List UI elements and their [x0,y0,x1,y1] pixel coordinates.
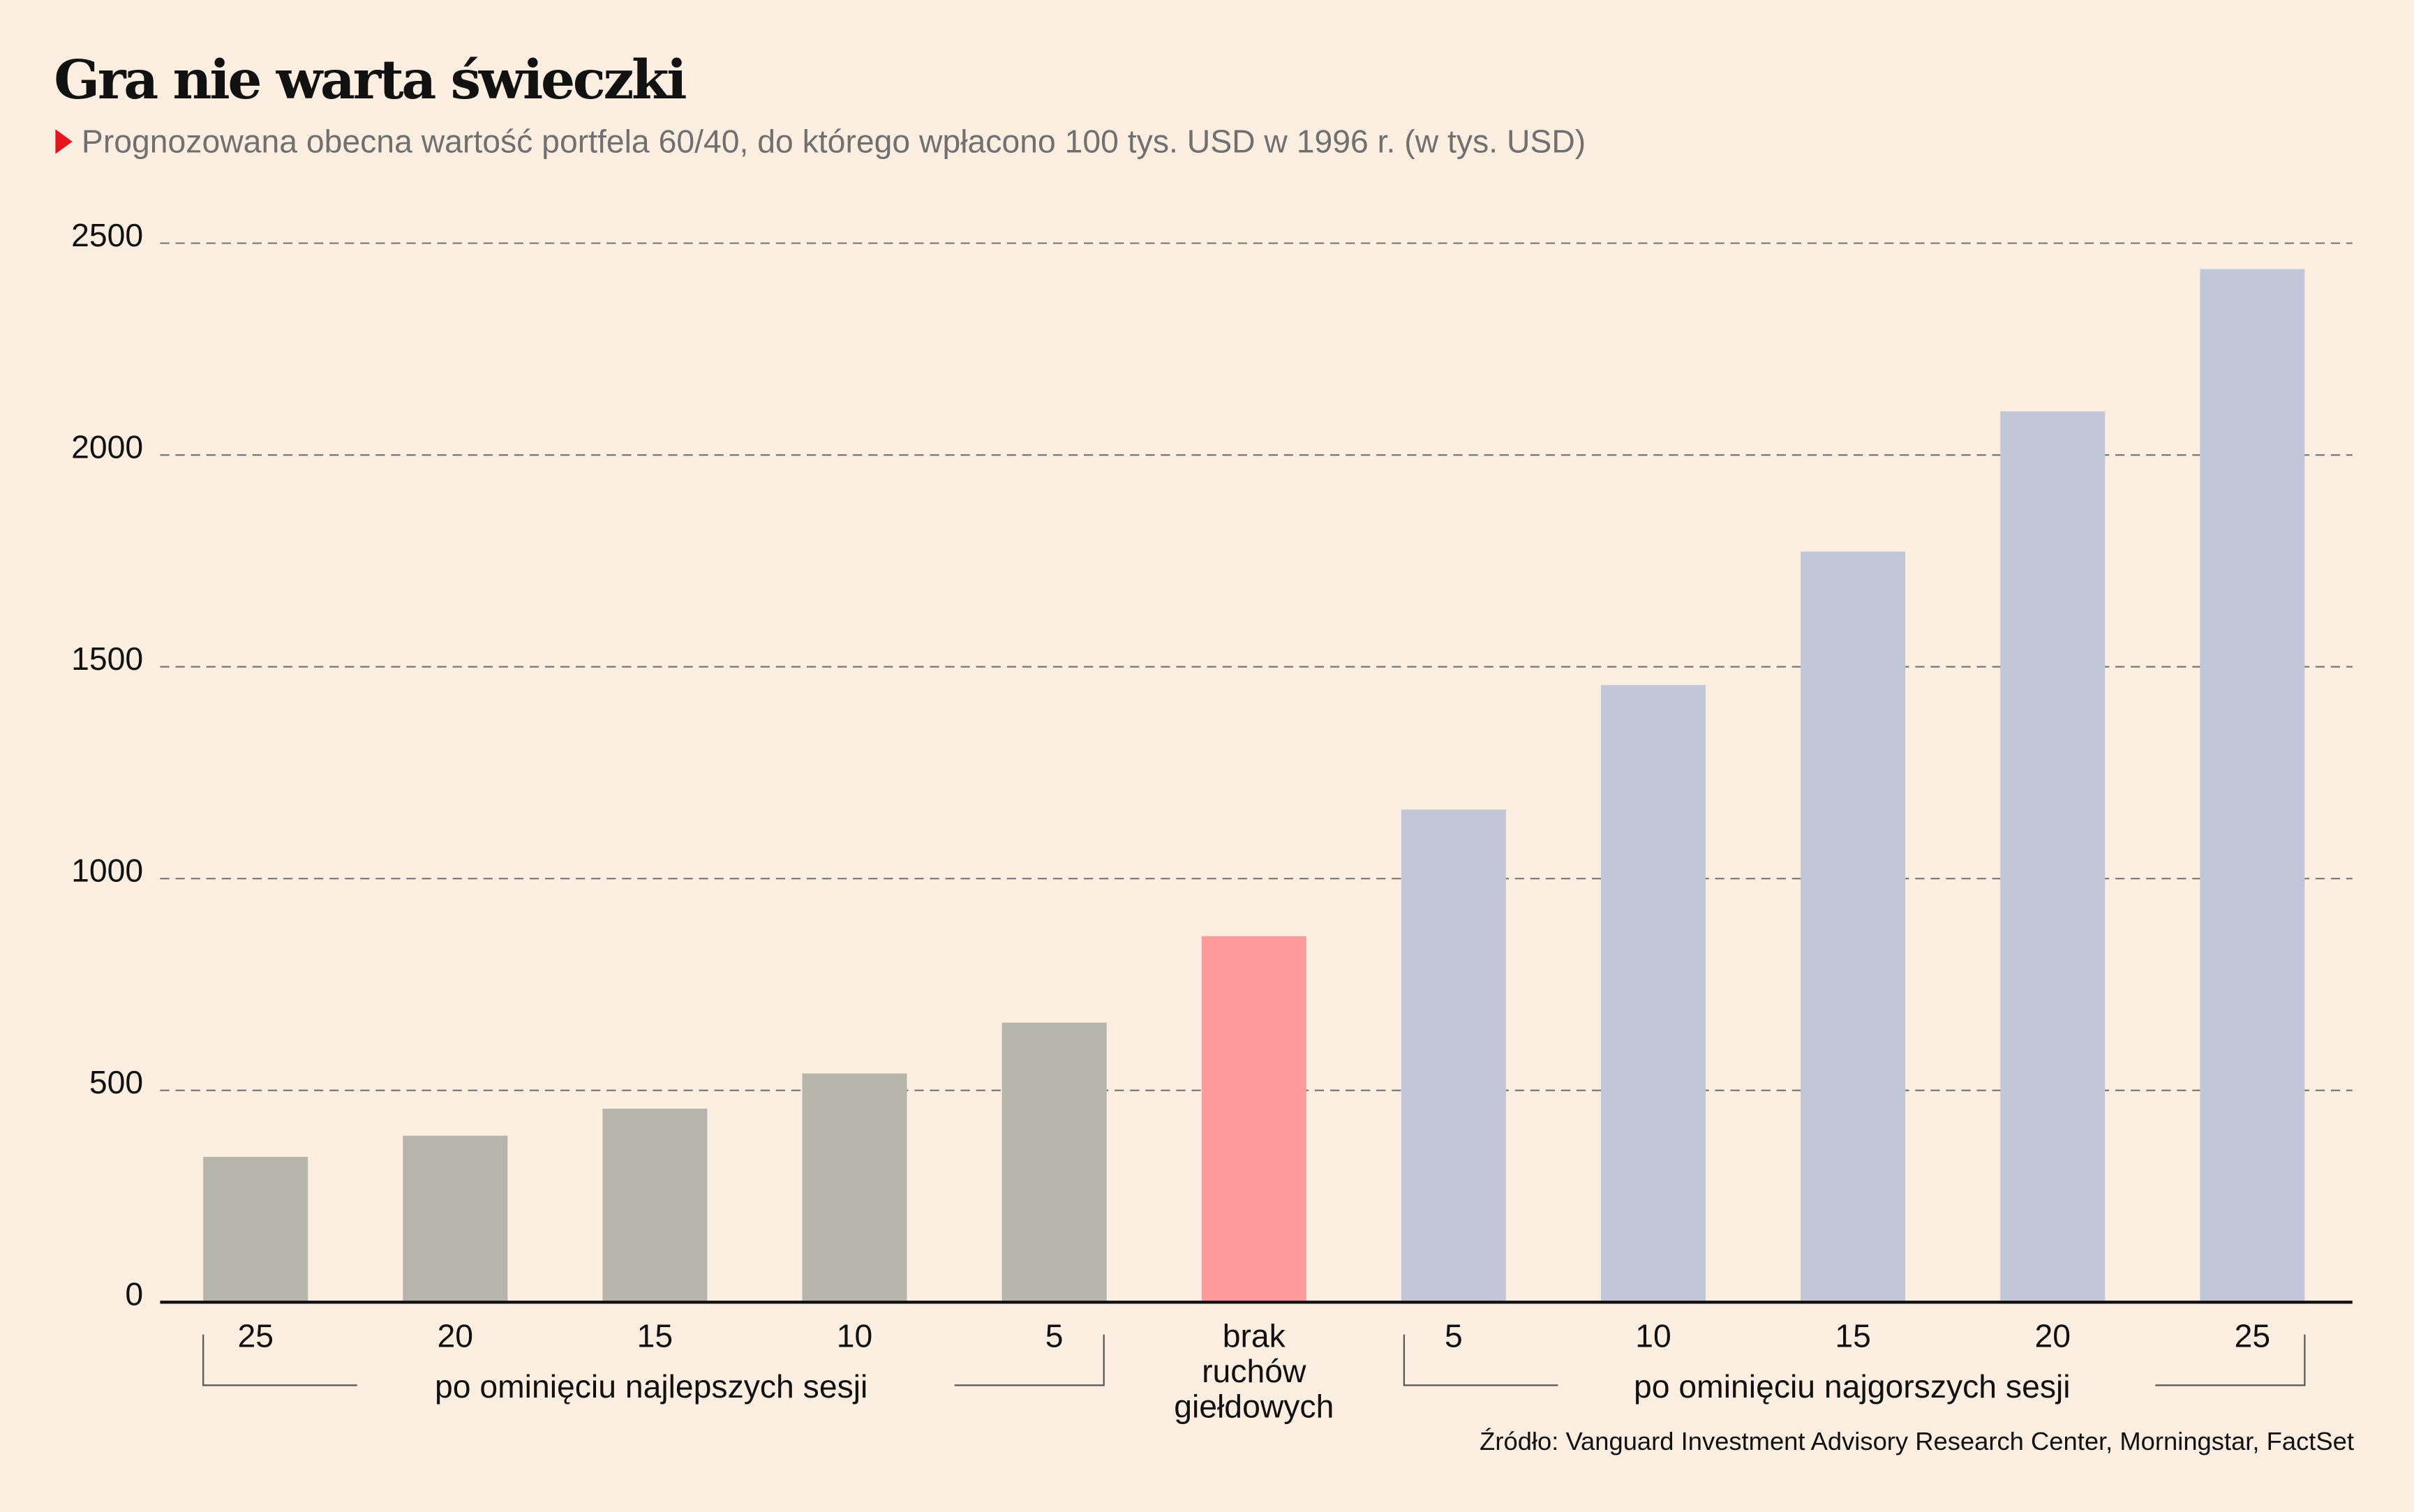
red-triangle-icon [55,129,73,154]
x-tick-label: 10 [837,1317,873,1354]
subtitle-text: Prognozowana obecna wartość portfela 60/… [81,124,1586,160]
x-tick-label: 5 [1045,1317,1064,1354]
y-tick-label: 1500 [71,641,143,677]
bar-none-brak-ruchów-giełdowych [1201,936,1306,1303]
x-tick-label: 20 [2035,1317,2071,1354]
bar-worst-10 [1601,684,1706,1303]
bar-worst-25 [2200,269,2305,1303]
chart-title: Gra nie warta świeczki [54,49,687,113]
bar-best-25 [203,1157,308,1303]
group-label-worst: po ominięciu najgorszych sesji [1634,1368,2071,1405]
y-tick-label: 2500 [71,217,143,253]
bar-best-5 [1001,1022,1107,1303]
x-tick-label: 15 [1835,1317,1871,1354]
bar-worst-5 [1401,809,1506,1303]
source-note: Źródło: Vanguard Investment Advisory Res… [1480,1427,2354,1455]
x-tick-label: 10 [1635,1317,1671,1354]
bracket-left-best [202,1334,357,1386]
x-tick-label: 25 [2235,1317,2271,1354]
group-brackets: po ominięciu najlepszych sesji po ominięc… [202,1334,2306,1405]
bracket-right-best [954,1334,1105,1386]
x-tick-label: 20 [438,1317,474,1354]
y-tick-label: 500 [89,1064,143,1100]
bar-worst-20 [2000,411,2106,1303]
y-tick-label: 1000 [71,853,143,889]
bracket-right-worst [2155,1334,2306,1386]
x-tick-label: 25 [237,1317,274,1354]
x-tick-label: giełdowych [1174,1389,1334,1425]
bar-worst-15 [1801,551,1906,1303]
y-tick-label: 2000 [71,429,143,465]
x-tick-label: brak [1223,1317,1286,1354]
bar-best-10 [802,1073,907,1303]
x-tick-label: 15 [637,1317,673,1354]
group-label-best: po ominięciu najlepszych sesji [435,1368,867,1405]
chart-subtitle: Prognozowana obecna wartość portfela 60/… [55,125,1586,162]
y-tick-label: 0 [125,1276,143,1312]
y-axis-ticks: 0 500 1000 1500 2000 2500 [71,217,143,1312]
bar-best-20 [403,1135,508,1303]
x-tick-label: 5 [1445,1317,1463,1354]
x-tick-label: ruchów [1202,1353,1306,1389]
bracket-left-worst [1403,1334,1558,1386]
bars [203,269,2305,1303]
bar-best-15 [602,1108,708,1303]
